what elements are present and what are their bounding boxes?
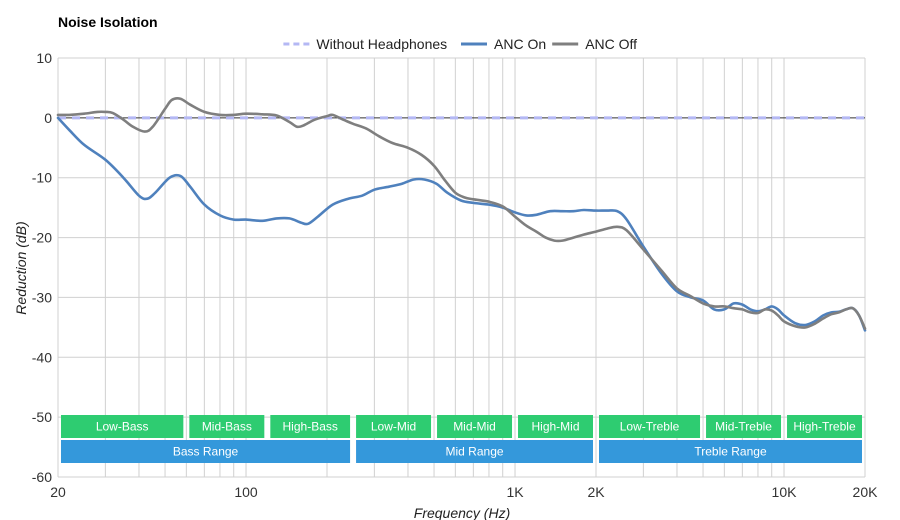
band-high-mid: High-Mid <box>518 415 593 438</box>
series-layer <box>56 96 867 332</box>
y-tick-label: -60 <box>32 469 52 485</box>
band-bar <box>787 415 862 438</box>
y-tick-label: -50 <box>32 409 52 425</box>
legend[interactable]: Without Headphones ANC On ANC Off <box>283 36 637 52</box>
legend-item-anc-on[interactable]: ANC On <box>461 36 546 52</box>
band-high-treble: High-Treble <box>787 415 862 438</box>
band-bar <box>706 415 782 438</box>
band-label: Low-Bass <box>96 420 149 434</box>
band-low-bass: Low-Bass <box>61 415 184 438</box>
band-mid-bass: Mid-Bass <box>189 415 265 438</box>
band-bar <box>437 415 513 438</box>
band-bar <box>356 415 432 438</box>
band-treble-range: Treble Range <box>599 440 862 463</box>
band-label: Treble Range <box>694 445 767 459</box>
x-axis-label: Frequency (Hz) <box>414 505 510 520</box>
band-mid-range: Mid Range <box>356 440 593 463</box>
band-bar <box>356 440 593 463</box>
band-layer: Low-Bass Mid-Bass High-Bass Low-Mid Mid-Mid H… <box>61 415 862 463</box>
band-label: High-Mid <box>532 420 580 434</box>
y-tick-label: -20 <box>32 230 52 246</box>
band-low-mid: Low-Mid <box>356 415 432 438</box>
series-line-anc-off <box>56 96 867 330</box>
band-label: Low-Treble <box>620 420 680 434</box>
band-label: Low-Mid <box>371 420 416 434</box>
band-bar <box>599 415 701 438</box>
band-label: High-Treble <box>793 420 856 434</box>
legend-label: Without Headphones <box>316 36 447 52</box>
x-tick-label: 10K <box>772 484 798 500</box>
band-bar <box>189 415 265 438</box>
band-mid-mid: Mid-Mid <box>437 415 513 438</box>
band-bar <box>61 440 351 463</box>
legend-label: ANC On <box>494 36 546 52</box>
band-label: Bass Range <box>173 445 239 459</box>
legend-label: ANC Off <box>585 36 637 52</box>
band-bar <box>518 415 593 438</box>
x-tick-label: 100 <box>234 484 258 500</box>
band-label: Mid-Mid <box>453 420 496 434</box>
chart-title: Noise Isolation <box>58 14 158 30</box>
y-tick-label: -40 <box>32 349 52 365</box>
x-tick-label: 1K <box>506 484 524 500</box>
y-tick-label: -10 <box>32 170 52 186</box>
legend-item-anc-off[interactable]: ANC Off <box>552 36 637 52</box>
band-label: Mid-Treble <box>715 420 772 434</box>
band-bass-range: Bass Range <box>61 440 351 463</box>
series-line-anc-on <box>56 116 867 332</box>
band-low-treble: Low-Treble <box>599 415 701 438</box>
band-bar <box>270 415 351 438</box>
y-tick-label: 0 <box>44 110 52 126</box>
y-tick-label: -30 <box>32 289 52 305</box>
band-bar <box>61 415 184 438</box>
band-bar <box>599 440 862 463</box>
band-label: Mid-Bass <box>202 420 252 434</box>
y-tick-label: 10 <box>36 50 52 66</box>
legend-item-without-headphones[interactable]: Without Headphones <box>283 36 447 52</box>
band-label: High-Bass <box>283 420 338 434</box>
x-tick-label: 20 <box>50 484 66 500</box>
band-high-bass: High-Bass <box>270 415 351 438</box>
x-tick-label: 2K <box>587 484 605 500</box>
y-axis-label: Reduction (dB) <box>13 221 29 314</box>
x-tick-label: 20K <box>853 484 879 500</box>
band-label: Mid Range <box>446 445 504 459</box>
band-mid-treble: Mid-Treble <box>706 415 782 438</box>
grid-layer <box>57 57 866 478</box>
